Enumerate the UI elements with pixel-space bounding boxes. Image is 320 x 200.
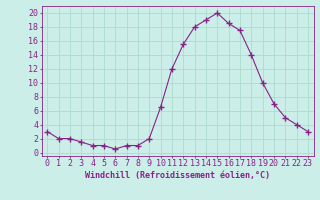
X-axis label: Windchill (Refroidissement éolien,°C): Windchill (Refroidissement éolien,°C): [85, 171, 270, 180]
